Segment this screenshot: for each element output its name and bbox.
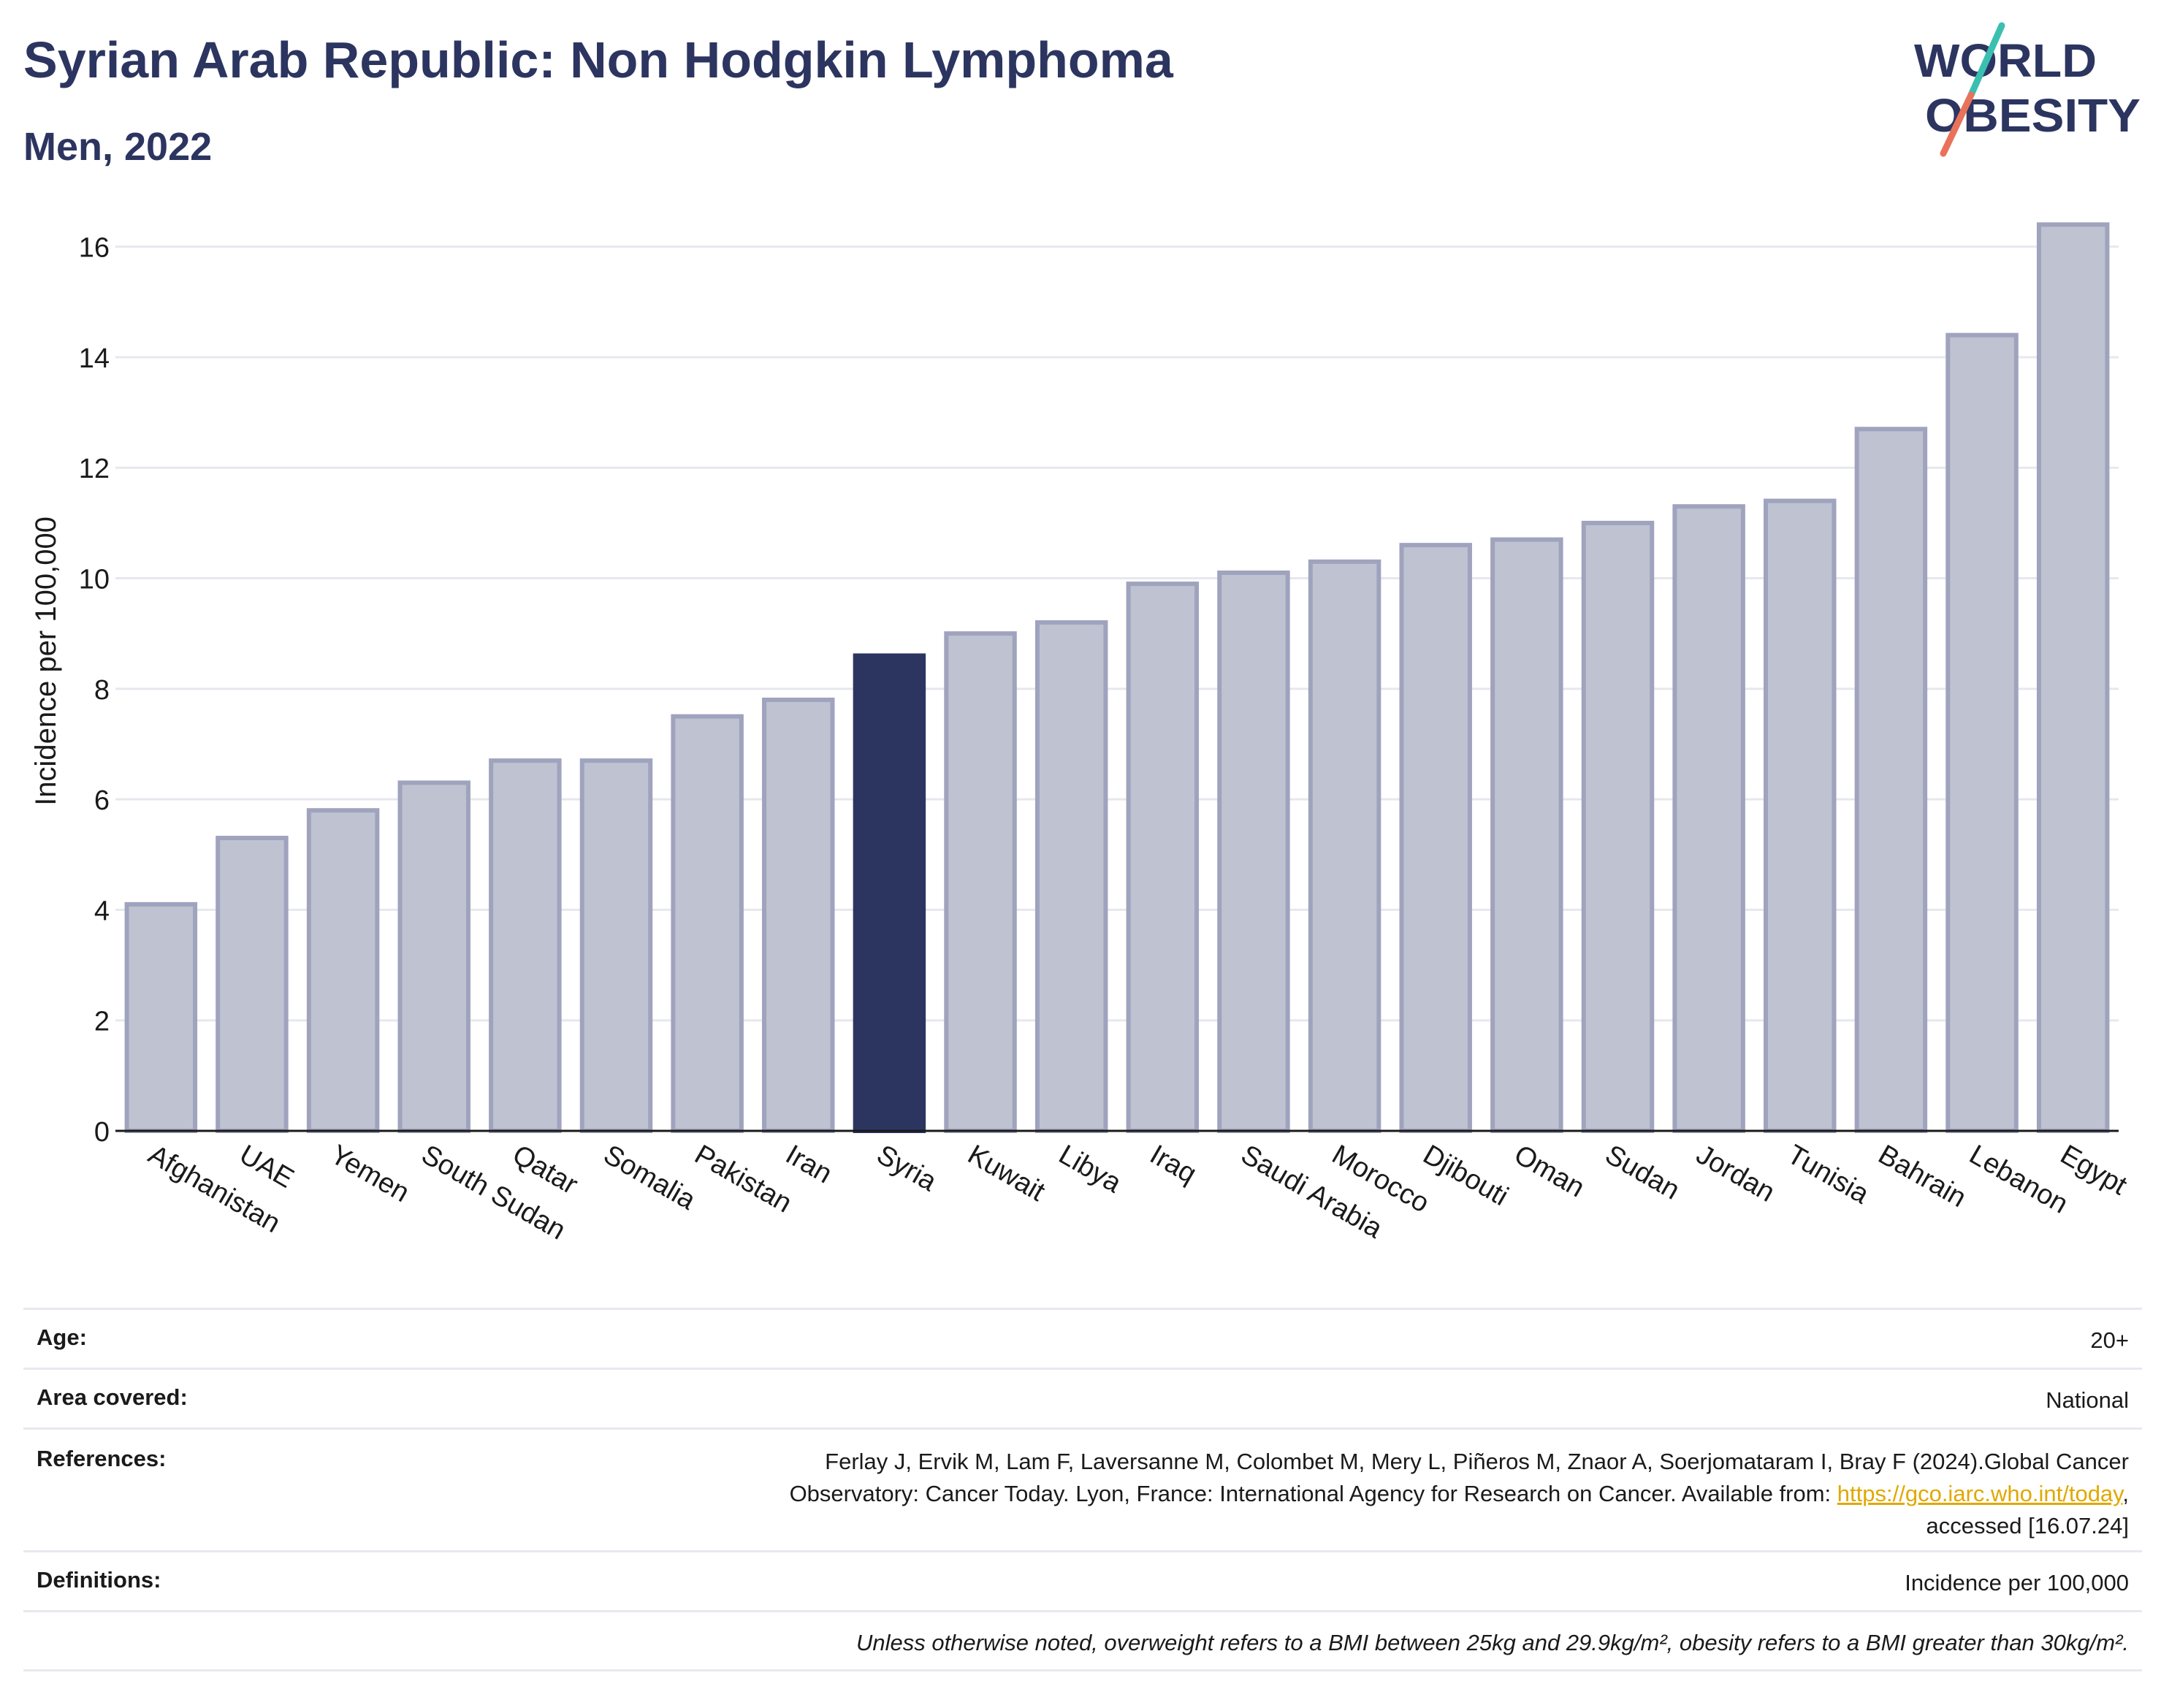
page-title: Syrian Arab Republic: Non Hodgkin Lympho… bbox=[23, 31, 1173, 88]
logo-line-1: WORLD bbox=[1914, 34, 2097, 87]
bar bbox=[1764, 498, 1837, 1133]
info-row-note: Unless otherwise noted, overweight refer… bbox=[23, 1610, 2142, 1671]
bar bbox=[1945, 332, 2019, 1133]
age-label: Age: bbox=[37, 1324, 87, 1350]
x-tick-label: Jordan bbox=[1691, 1139, 1780, 1208]
bar bbox=[216, 836, 289, 1133]
age-value: 20+ bbox=[2090, 1327, 2129, 1353]
bmi-note: Unless otherwise noted, overweight refer… bbox=[855, 1630, 2129, 1655]
y-axis-title: Incidence per 100,000 bbox=[30, 516, 62, 806]
info-row-definitions: Definitions: Incidence per 100,000 bbox=[23, 1550, 2142, 1610]
y-tick-label: 6 bbox=[94, 785, 110, 816]
info-row-age: Age: 20+ bbox=[23, 1308, 2142, 1368]
references-line-2-suffix: , bbox=[2122, 1481, 2129, 1506]
y-tick-label: 0 bbox=[94, 1117, 110, 1148]
bar bbox=[1034, 620, 1108, 1133]
y-tick-label: 4 bbox=[94, 896, 110, 926]
x-tick-label: Syria bbox=[872, 1139, 942, 1197]
bar bbox=[1217, 570, 1290, 1133]
world-obesity-logo: WORLD OBESITY bbox=[1914, 22, 2141, 157]
bar bbox=[579, 758, 653, 1133]
page-subtitle: Men, 2022 bbox=[23, 125, 213, 169]
bar bbox=[306, 808, 380, 1133]
x-tick-label: Oman bbox=[1509, 1139, 1590, 1203]
logo-slash-top bbox=[1967, 22, 2005, 99]
x-tick-label: Lebanon bbox=[1964, 1139, 2073, 1219]
bar bbox=[397, 780, 470, 1134]
references-line-2-prefix: Observatory: Cancer Today. Lyon, France:… bbox=[789, 1481, 1837, 1506]
y-tick-label: 8 bbox=[94, 675, 110, 706]
info-table: Age: 20+ Area covered: National Referenc… bbox=[23, 1308, 2142, 1671]
info-row-area: Area covered: National bbox=[23, 1368, 2142, 1427]
references-value: Ferlay J, Ervik M, Lam F, Laversanne M, … bbox=[790, 1446, 2129, 1542]
x-tick-label: Libya bbox=[1053, 1139, 1127, 1199]
x-tick-label: Pakistan bbox=[690, 1139, 797, 1219]
y-tick-label: 14 bbox=[79, 343, 110, 374]
bar bbox=[489, 758, 562, 1133]
bar bbox=[1490, 537, 1563, 1133]
x-tick-label: Sudan bbox=[1600, 1139, 1685, 1205]
bar bbox=[762, 697, 835, 1133]
bar bbox=[1308, 559, 1381, 1133]
y-tick-label: 10 bbox=[79, 565, 110, 595]
x-tick-label: Djibouti bbox=[1418, 1139, 1514, 1212]
bar bbox=[124, 901, 198, 1133]
references-line-1: Ferlay J, Ervik M, Lam F, Laversanne M, … bbox=[825, 1449, 2129, 1474]
x-tick-label: UAE bbox=[234, 1139, 299, 1194]
x-tick-label: Bahrain bbox=[1873, 1139, 1971, 1213]
y-tick-label: 2 bbox=[94, 1007, 110, 1037]
bar bbox=[671, 714, 744, 1133]
bar bbox=[1672, 504, 1745, 1133]
area-value: National bbox=[2046, 1387, 2129, 1413]
info-row-references: References: Ferlay J, Ervik M, Lam F, La… bbox=[23, 1427, 2142, 1550]
y-tick-label: 16 bbox=[79, 233, 110, 264]
bar bbox=[1854, 427, 1928, 1133]
x-tick-label: Yemen bbox=[325, 1139, 414, 1208]
logo-slash-bottom bbox=[1940, 91, 1975, 157]
references-link[interactable]: https://gco.iarc.who.int/today bbox=[1837, 1481, 2123, 1506]
bar bbox=[1126, 582, 1200, 1133]
x-tick-label: Kuwait bbox=[963, 1139, 1051, 1208]
bar bbox=[944, 631, 1017, 1133]
area-label: Area covered: bbox=[37, 1384, 188, 1410]
bar-highlighted bbox=[853, 653, 926, 1133]
bar bbox=[1581, 520, 1655, 1133]
x-tick-label: Tunisia bbox=[1782, 1139, 1875, 1210]
definitions-label: Definitions: bbox=[37, 1567, 161, 1593]
bar bbox=[1399, 543, 1472, 1133]
x-tick-label: Somalia bbox=[598, 1139, 701, 1216]
definitions-value: Incidence per 100,000 bbox=[1905, 1570, 2129, 1595]
references-label: References: bbox=[37, 1446, 167, 1471]
references-line-3: accessed [16.07.24] bbox=[1926, 1513, 2129, 1539]
y-tick-labels: 0 2 4 6 8 10 12 14 16 bbox=[79, 233, 110, 1148]
references-line-2: Observatory: Cancer Today. Lyon, France:… bbox=[790, 1478, 2129, 1510]
bars bbox=[124, 222, 2110, 1134]
bar bbox=[2036, 222, 2110, 1134]
x-tick-label: Iraq bbox=[1145, 1139, 1202, 1189]
x-tick-label: Iran bbox=[780, 1139, 837, 1189]
y-tick-label: 12 bbox=[79, 454, 110, 484]
